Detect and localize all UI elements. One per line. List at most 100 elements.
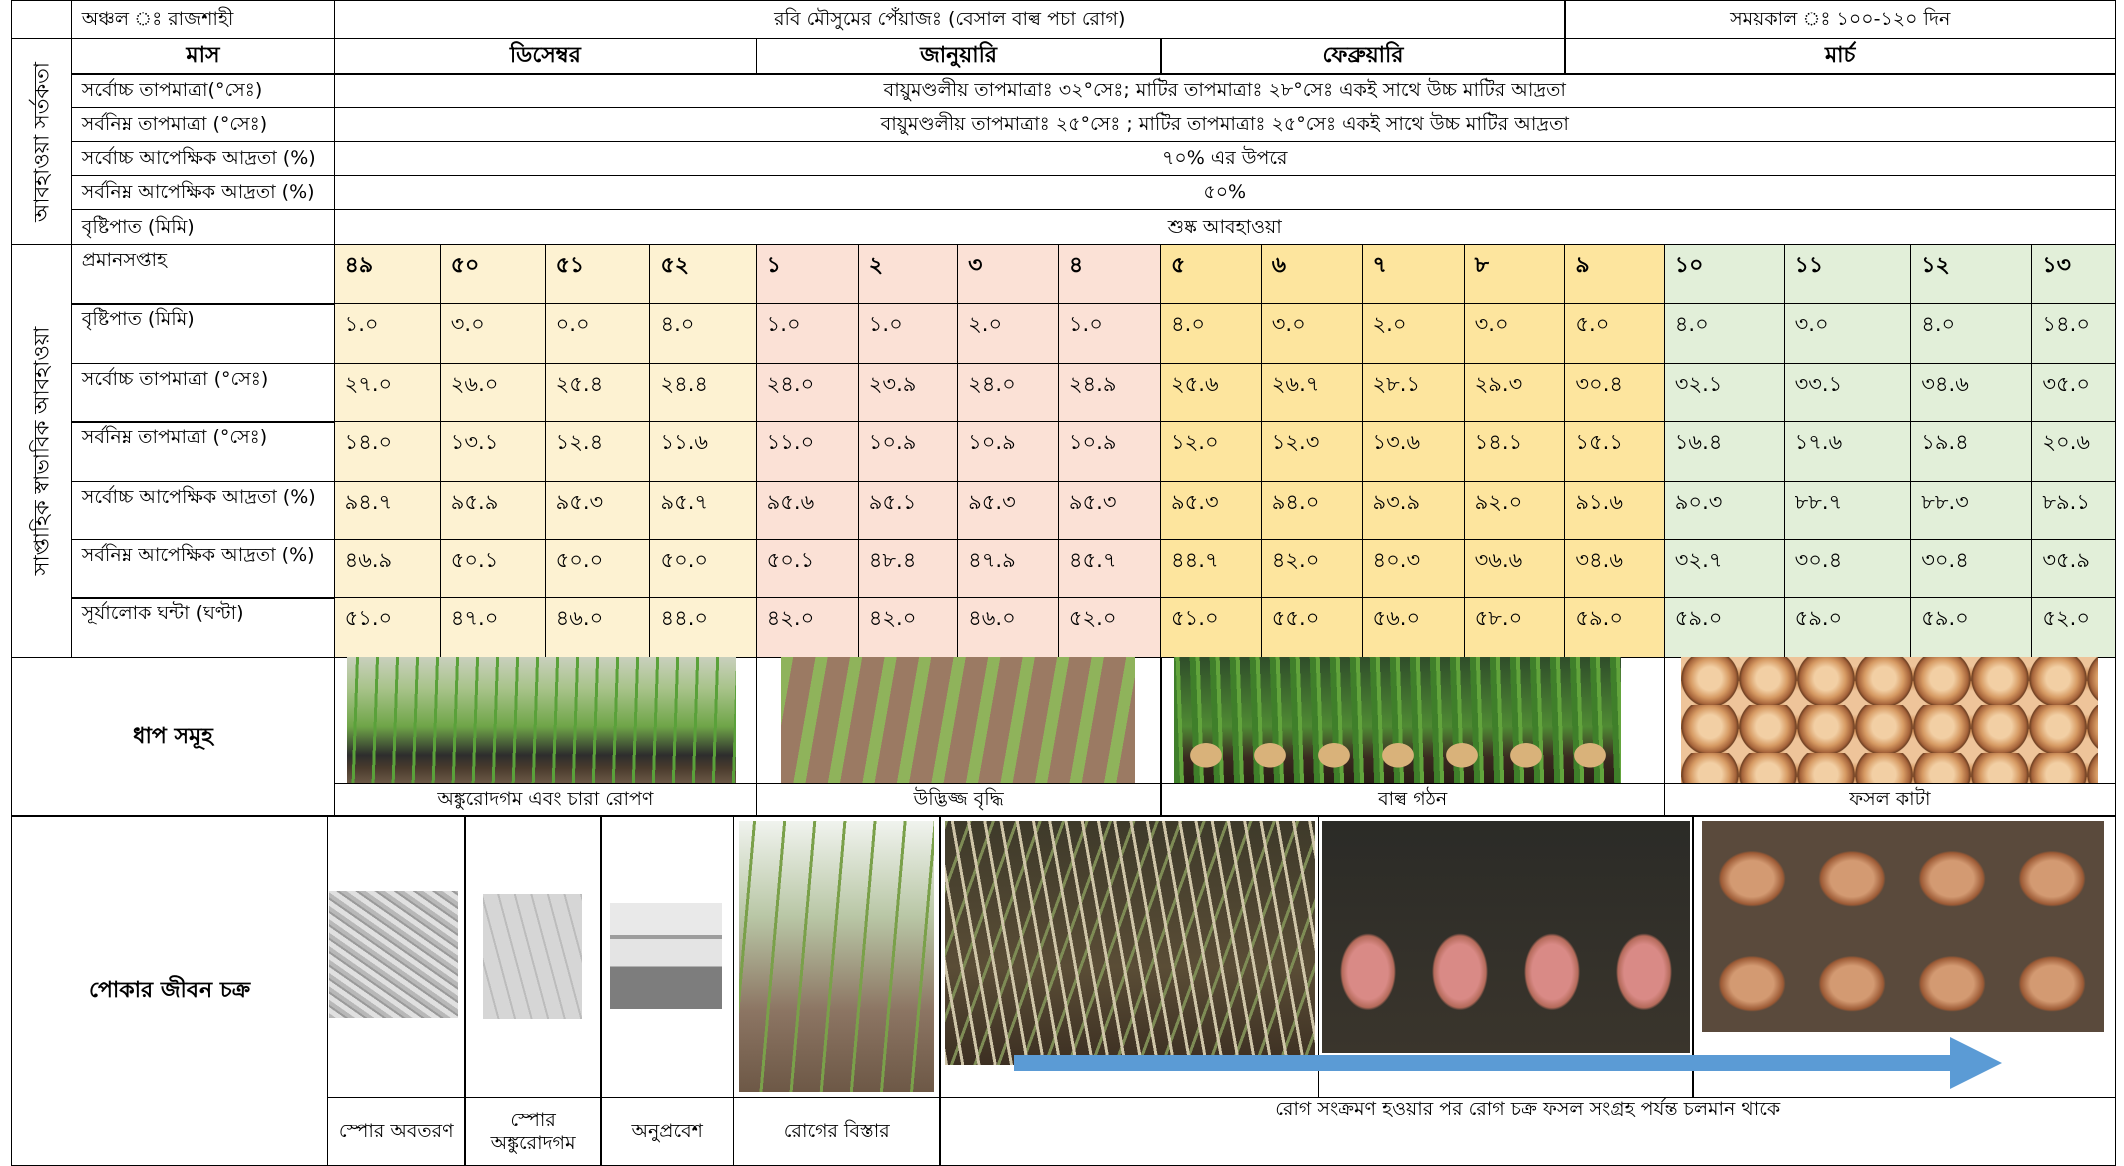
alert-section-label: আবহাওয়া সর্তকতা — [10, 37, 73, 246]
weekly-value: ৩২.১ — [1663, 362, 1786, 423]
alert-row-value: বায়ুমণ্ডলীয় তাপমাত্রাঃ ৩২°সেঃ; মাটির ত… — [333, 73, 2116, 109]
cycle-arrow — [1014, 1037, 2002, 1089]
spread-photo — [739, 821, 934, 1092]
weekly-value: ৪৬.৯ — [333, 538, 442, 599]
alert-row-value: ৭০% এর উপরে — [333, 140, 2116, 177]
weekly-value: ৫০.০ — [649, 538, 758, 599]
weekly-value: ৫১.০ — [1160, 597, 1263, 659]
weekly-value: ২.০ — [957, 303, 1060, 365]
weekly-value: ৪৭.৯ — [957, 538, 1060, 599]
weekly-section-label-text: সাপ্তাহিক স্বাভাবিক আবহাওয়া — [29, 326, 53, 576]
stages-label: ধাপ সমূহ — [10, 656, 336, 817]
weekly-value: ৫৯.০ — [1564, 597, 1666, 659]
weekly-value: ৪৬.০ — [957, 597, 1060, 659]
weekly-value: ১৬.৪ — [1663, 421, 1786, 483]
alert-row-label: সর্বনিম্ন তাপমাত্রা (°সেঃ) — [70, 106, 336, 143]
weekly-value: ৫২.০ — [1057, 597, 1162, 659]
weekly-row-label: সর্বোচ্চ আপেক্ষিক আদ্রতা (%) — [70, 480, 336, 541]
stage-caption: অঙ্কুরোদগম এবং চারা রোপণ — [333, 782, 758, 817]
week-number: ৪ — [1057, 243, 1162, 305]
weekly-value: ২৫.৬ — [1160, 362, 1263, 423]
weekly-value: ১২.৪ — [544, 421, 651, 483]
weekly-value: ৩.০ — [439, 303, 547, 365]
weekly-value: ৩২.৭ — [1663, 538, 1786, 599]
weekly-value: ৮৮.৭ — [1783, 480, 1912, 541]
disease-caption: স্পোর অঙ্কুরোদগম — [464, 1096, 602, 1166]
weekly-row-label: বৃষ্টিপাত (মিমি) — [70, 303, 336, 365]
title: রবি মৌসুমের পেঁয়াজঃ (বেসাল বাল্ব পচা রো… — [333, 0, 1566, 40]
weekly-value: ৪৬.০ — [544, 597, 651, 659]
duration: সময়কাল ঃ ১০০-১২০ দিন — [1564, 0, 2116, 40]
week-number: ১১ — [1783, 243, 1912, 305]
weekly-value: ১৪.০ — [333, 421, 442, 483]
weekly-value: ৮৮.৩ — [1910, 480, 2033, 541]
weekly-value: ৯২.০ — [1463, 480, 1566, 541]
weekly-value: ১৫.১ — [1564, 421, 1666, 483]
weekly-value: ২৬.৭ — [1260, 362, 1364, 423]
weekly-row-label: সর্বোচ্চ তাপমাত্রা (°সেঃ) — [70, 362, 336, 423]
month: ফেব্রুয়ারি — [1160, 37, 1566, 75]
weekly-value: ৯০.৩ — [1663, 480, 1786, 541]
weekly-value: ১.০ — [857, 303, 959, 365]
harvest-photo — [1681, 657, 2098, 783]
weekly-row-label: সূর্যালোক ঘন্টা (ঘণ্টা) — [70, 597, 336, 659]
weekly-value: ১৯.৪ — [1910, 421, 2033, 483]
weekly-value: ৩০.৪ — [1564, 362, 1666, 423]
spore-germination-photo — [483, 894, 582, 1019]
disease-caption: রোগের বিস্তার — [732, 1096, 941, 1166]
weekly-value: ৩৫.০ — [2031, 362, 2116, 423]
weekly-value: ৪.০ — [1160, 303, 1263, 365]
arrow-head — [1950, 1037, 2002, 1089]
weekly-value: ৯৫.৯ — [439, 480, 547, 541]
weekly-value: ৩.০ — [1783, 303, 1912, 365]
weekly-value: ৩.০ — [1463, 303, 1566, 365]
weekly-value: ৯৪.০ — [1260, 480, 1364, 541]
weekly-value: ৫৯.০ — [1783, 597, 1912, 659]
weekly-value: ১৩.৬ — [1361, 421, 1466, 483]
weekly-value: ৩৪.৬ — [1564, 538, 1666, 599]
disease-summary: রোগ সংক্রমণ হওয়ার পর রোগ চক্র ফসল সংগ্র… — [939, 1096, 2116, 1166]
bulb-photo — [1174, 657, 1621, 783]
weekly-value: ১০.৯ — [1057, 421, 1162, 483]
week-number: ৮ — [1463, 243, 1566, 305]
weekly-value: ৩৬.৬ — [1463, 538, 1566, 599]
weekly-value: ৫৬.০ — [1361, 597, 1466, 659]
spore-landing-photo — [329, 891, 458, 1018]
weekly-value: ২৩.৯ — [857, 362, 959, 423]
weekly-section-label: সাপ্তাহিক স্বাভাবিক আবহাওয়া — [10, 243, 73, 659]
disease-caption: অনুপ্রবেশ — [600, 1096, 734, 1166]
weekly-value: ৫১.০ — [333, 597, 442, 659]
weekly-value: ২৭.০ — [333, 362, 442, 423]
weekly-value: ২৪.৯ — [1057, 362, 1162, 423]
infected-bulbs-photo — [1322, 821, 1690, 1053]
weekly-value: ৫.০ — [1564, 303, 1666, 365]
week-number: ১০ — [1663, 243, 1786, 305]
weekly-value: ৫৯.০ — [1663, 597, 1786, 659]
weekly-value: ৫০.১ — [755, 538, 860, 599]
month: মার্চ — [1564, 37, 2116, 75]
weekly-value: ১১.০ — [755, 421, 860, 483]
week-number: ৫২ — [649, 243, 758, 305]
weekly-value: ৪০.৩ — [1361, 538, 1466, 599]
disease-caption: স্পোর অবতরণ — [326, 1096, 466, 1166]
weekly-value: ৩৩.১ — [1783, 362, 1912, 423]
weekly-value: ৪৪.৭ — [1160, 538, 1263, 599]
week-number: ৪৯ — [333, 243, 442, 305]
alert-row-label: বৃষ্টিপাত (মিমি) — [70, 208, 336, 246]
weekly-value: ১১.৬ — [649, 421, 758, 483]
weekly-value: ১৭.৬ — [1783, 421, 1912, 483]
week-number: ৩ — [957, 243, 1060, 305]
weekly-value: ২৯.৩ — [1463, 362, 1566, 423]
weekly-row-label: সর্বনিম্ন তাপমাত্রা (°সেঃ) — [70, 421, 336, 483]
weekly-value: ৪২.০ — [755, 597, 860, 659]
weekly-value: ৯১.৬ — [1564, 480, 1666, 541]
weekly-value: ২৫.৪ — [544, 362, 651, 423]
weekly-value: ৯৫.৩ — [1057, 480, 1162, 541]
weekly-value: ৫৯.০ — [1910, 597, 2033, 659]
alert-row-value: বায়ুমণ্ডলীয় তাপমাত্রাঃ ২৫°সেঃ ; মাটির … — [333, 106, 2116, 143]
week-number: ১৩ — [2031, 243, 2116, 305]
weekly-value: ৪৪.০ — [649, 597, 758, 659]
week-number: ৭ — [1361, 243, 1466, 305]
